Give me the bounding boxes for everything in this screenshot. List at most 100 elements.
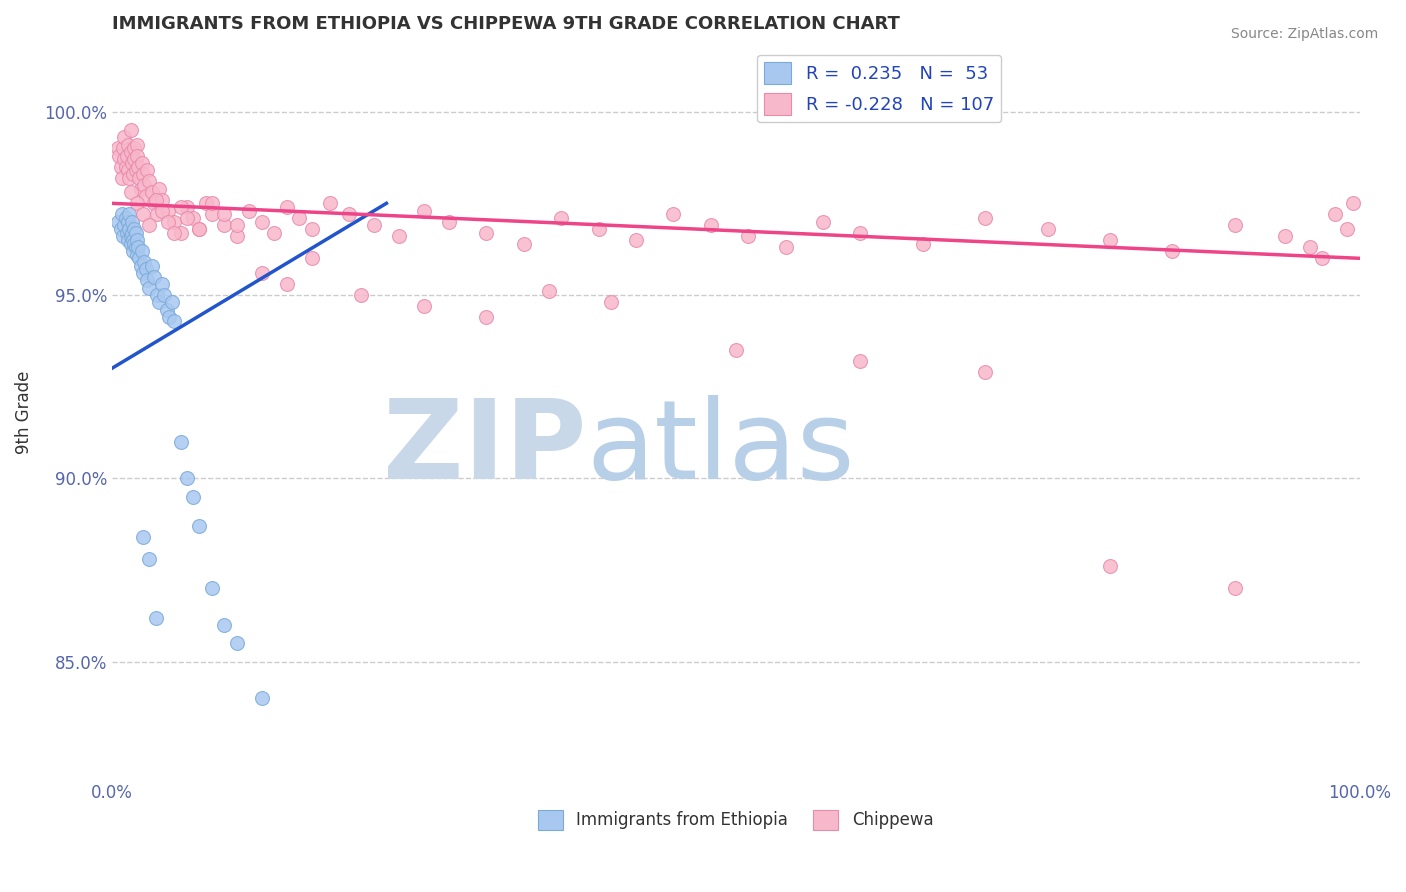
Point [475, 310, 498, 324]
Point [188, 222, 211, 236]
Point [111, 170, 134, 185]
Point [115, 149, 138, 163]
Point [181, 211, 204, 225]
Point [114, 211, 136, 225]
Point [301, 252, 323, 266]
Text: Source: ZipAtlas.com: Source: ZipAtlas.com [1230, 27, 1378, 41]
Point [169, 434, 191, 449]
Text: IMMIGRANTS FROM ETHIOPIA VS CHIPPEWA 9TH GRADE CORRELATION CHART: IMMIGRANTS FROM ETHIOPIA VS CHIPPEWA 9TH… [112, 15, 900, 33]
Point [131, 244, 153, 258]
Point [134, 178, 156, 192]
Point [911, 236, 934, 251]
Point [156, 302, 179, 317]
Point [475, 226, 498, 240]
Point [132, 530, 155, 544]
Point [775, 240, 797, 254]
Point [188, 222, 211, 236]
Point [1161, 244, 1184, 258]
Point [350, 288, 373, 302]
Point [120, 123, 142, 137]
Point [124, 236, 146, 251]
Point [128, 252, 150, 266]
Point [1310, 252, 1333, 266]
Point [201, 196, 224, 211]
Point [250, 214, 273, 228]
Point [150, 203, 173, 218]
Point [1298, 240, 1320, 254]
Point [153, 288, 176, 302]
Point [188, 519, 211, 533]
Point [118, 207, 141, 221]
Point [1223, 219, 1246, 233]
Point [120, 186, 142, 200]
Point [181, 490, 204, 504]
Point [176, 471, 198, 485]
Point [122, 167, 145, 181]
Point [737, 229, 759, 244]
Text: atlas: atlas [586, 395, 855, 502]
Point [110, 222, 132, 236]
Point [212, 207, 235, 221]
Point [132, 167, 155, 181]
Point [128, 170, 150, 185]
Point [114, 153, 136, 167]
Point [111, 207, 134, 221]
Point [225, 636, 247, 650]
Point [176, 200, 198, 214]
Point [337, 207, 360, 221]
Point [974, 365, 997, 379]
Point [124, 141, 146, 155]
Point [163, 226, 186, 240]
Point [437, 214, 460, 228]
Point [118, 170, 141, 185]
Point [125, 149, 148, 163]
Point [135, 189, 157, 203]
Point [117, 137, 139, 152]
Point [131, 156, 153, 170]
Point [176, 211, 198, 225]
Point [132, 207, 155, 221]
Point [288, 211, 311, 225]
Y-axis label: 9th Grade: 9th Grade [15, 370, 32, 454]
Point [125, 137, 148, 152]
Point [114, 130, 136, 145]
Point [121, 156, 143, 170]
Point [194, 196, 217, 211]
Point [135, 163, 157, 178]
Point [125, 196, 148, 211]
Point [138, 552, 160, 566]
Point [412, 299, 434, 313]
Point [388, 229, 411, 244]
Text: ZIP: ZIP [382, 395, 586, 502]
Point [107, 214, 129, 228]
Point [135, 273, 157, 287]
Point [163, 214, 186, 228]
Point [121, 226, 143, 240]
Point [212, 618, 235, 632]
Point [132, 266, 155, 280]
Point [146, 288, 169, 302]
Point [169, 226, 191, 240]
Point [145, 610, 167, 624]
Point [117, 233, 139, 247]
Point [319, 196, 342, 211]
Point [107, 141, 129, 155]
Point [145, 193, 167, 207]
Point [150, 277, 173, 291]
Point [127, 240, 149, 254]
Point [143, 269, 166, 284]
Point [143, 196, 166, 211]
Point [363, 219, 385, 233]
Point [120, 236, 142, 251]
Point [138, 174, 160, 188]
Point [849, 354, 872, 368]
Point [127, 160, 149, 174]
Point [125, 247, 148, 261]
Point [121, 214, 143, 228]
Point [849, 226, 872, 240]
Point [138, 280, 160, 294]
Legend: Immigrants from Ethiopia, Chippewa: Immigrants from Ethiopia, Chippewa [531, 803, 941, 837]
Point [412, 203, 434, 218]
Point [1341, 196, 1364, 211]
Point [114, 219, 136, 233]
